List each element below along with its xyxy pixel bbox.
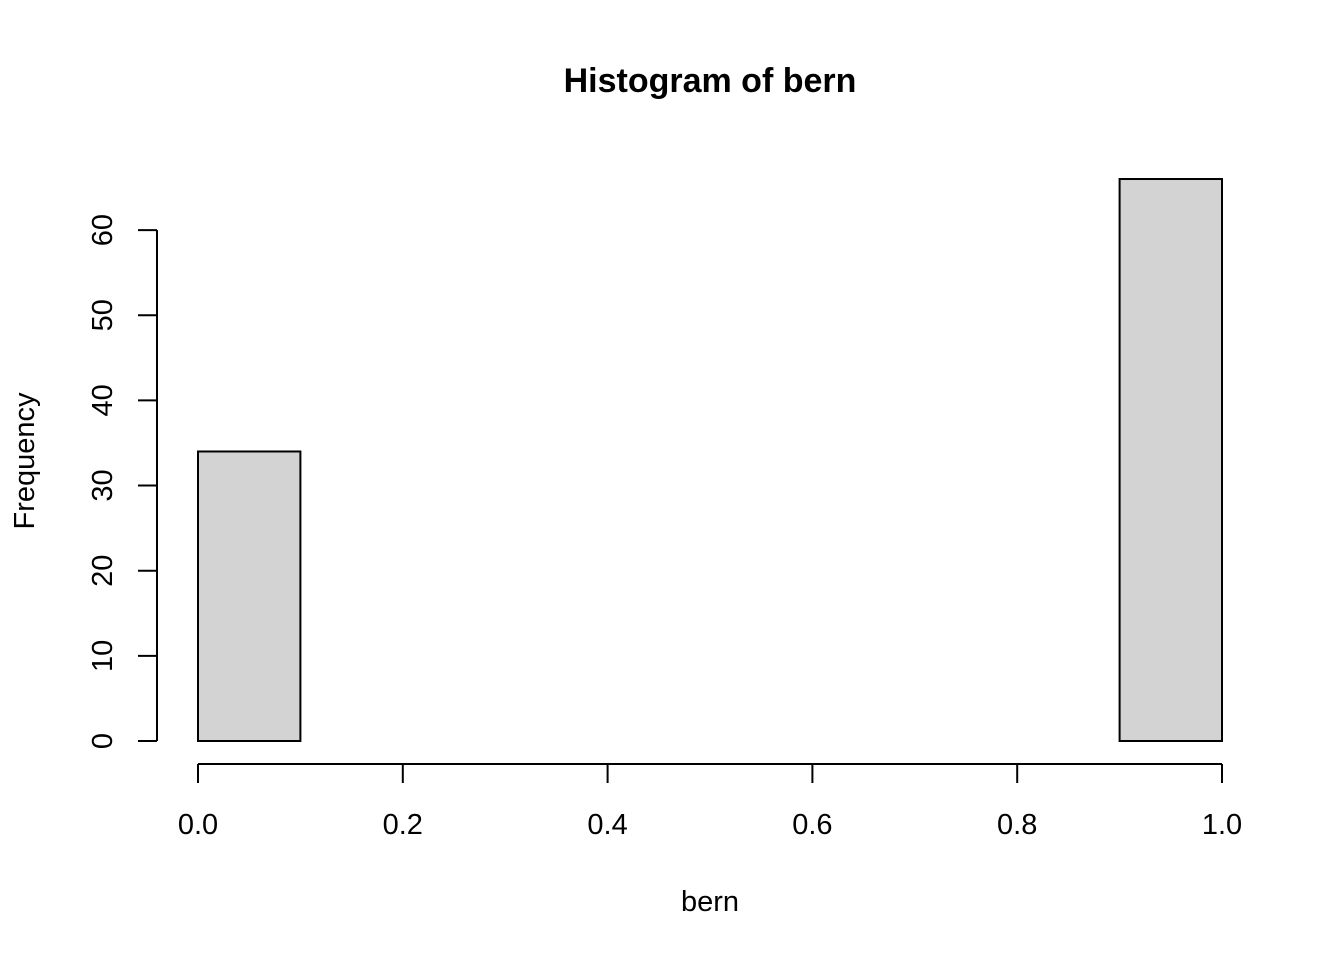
chart-title: Histogram of bern [564, 62, 857, 100]
bars-group [197, 178, 1223, 742]
y-tick-label-4: 40 [87, 384, 119, 416]
x-axis-label: bern [681, 886, 739, 918]
y-tick-label-1: 10 [87, 640, 119, 672]
y-tick-label-3: 30 [87, 469, 119, 501]
y-axis: 0 10 20 30 40 50 60 [87, 214, 158, 749]
y-axis-label: Frequency [9, 392, 41, 530]
x-tick-label-1: 0.2 [383, 809, 423, 841]
x-tick-label-0: 0.0 [178, 809, 218, 841]
histogram-bar-9 [1118, 178, 1223, 742]
x-axis: 0.0 0.2 0.4 0.6 0.8 1.0 [178, 763, 1242, 841]
y-tick-label-6: 60 [87, 214, 119, 246]
x-tick-label-5: 1.0 [1202, 809, 1242, 841]
y-tick-label-2: 20 [87, 555, 119, 587]
x-tick-label-3: 0.6 [792, 809, 832, 841]
x-tick-label-2: 0.4 [587, 809, 627, 841]
y-tick-label-5: 50 [87, 299, 119, 331]
y-tick-label-0: 0 [87, 733, 119, 749]
histogram-bar-0 [197, 450, 302, 742]
x-tick-label-4: 0.8 [997, 809, 1037, 841]
